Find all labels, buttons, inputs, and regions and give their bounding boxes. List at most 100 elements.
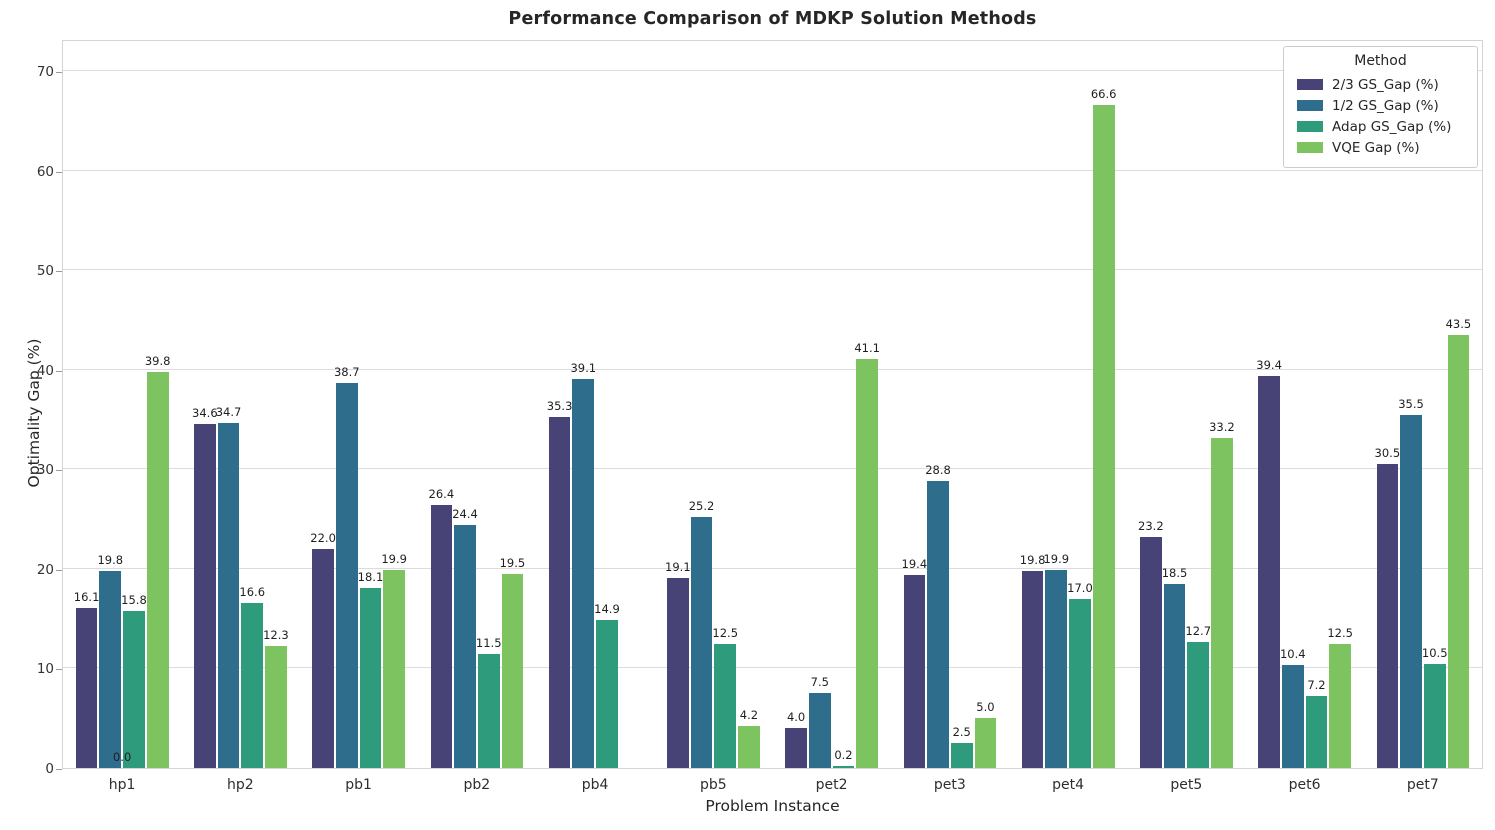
bar-group-pet7: 30.5 35.5 10.5 43.5 pet7	[1364, 41, 1482, 793]
bar-value-label: 30.5	[1374, 446, 1401, 461]
bar-value-label: 5.0	[976, 700, 995, 715]
bar-value-label: 15.8	[121, 592, 147, 607]
x-tick-label: pb4	[581, 777, 609, 793]
bar	[974, 718, 997, 768]
x-tick-label: hp1	[108, 777, 136, 793]
bar-value-label: 24.4	[452, 507, 478, 522]
bar	[738, 726, 760, 768]
bar	[572, 378, 595, 768]
bar-value-label: 39.4	[1256, 357, 1282, 372]
bar	[714, 643, 737, 768]
gridline	[63, 269, 1482, 271]
bar-slot: 23.2	[1138, 41, 1164, 768]
legend-entries: 2/3 GS_Gap (%) 1/2 GS_Gap (%) Adap GS_Gap …	[1294, 74, 1467, 158]
bar	[454, 525, 476, 768]
bar-slot: 28.8	[925, 41, 951, 768]
gridline	[63, 667, 1482, 669]
x-tick-label: pet7	[1406, 777, 1439, 793]
bar-slot: 22.0	[310, 41, 336, 768]
bar-slot: 11.5	[476, 41, 502, 768]
bar-slot: 66.6	[1090, 41, 1117, 768]
bar-group-pet3: 19.4 28.8 2.5 5.0 pet3	[891, 41, 1009, 793]
bar-value-label: 22.0	[310, 531, 336, 546]
bar-value-label: 25.2	[688, 499, 715, 514]
y-tick-label: 70	[36, 64, 54, 81]
bar-value-label: 17.0	[1067, 580, 1093, 595]
x-tick-label: pb1	[345, 777, 372, 793]
bar-value-label: 12.5	[1327, 625, 1353, 640]
bar-value-label: 10.5	[1421, 645, 1448, 660]
bar-value-label: 16.6	[239, 584, 266, 599]
y-tick-mark	[56, 669, 62, 671]
bar	[1423, 663, 1446, 768]
bar-slot: 10.4	[1279, 41, 1306, 768]
bar-value-label: 19.5	[499, 555, 526, 570]
bar	[146, 371, 169, 768]
bar	[1187, 641, 1210, 768]
bar-value-label: 66.6	[1090, 87, 1117, 102]
bar	[241, 602, 264, 768]
bar-slot: 39.1	[570, 41, 597, 768]
bar	[690, 517, 713, 768]
bar	[1021, 570, 1044, 768]
bar-slot	[619, 41, 643, 768]
x-tick-label: hp2	[227, 777, 254, 793]
bar	[99, 570, 122, 768]
bar-value-label: 43.5	[1445, 317, 1472, 332]
bar	[667, 577, 689, 768]
bar	[1258, 375, 1280, 768]
bar-value-label: 12.3	[263, 627, 289, 642]
bar	[477, 653, 500, 768]
legend-label: 2/3 GS_Gap (%)	[1332, 76, 1439, 93]
bar-slot: 35.3	[547, 41, 572, 768]
bar-group-pb1: 22.0 38.7 18.1 19.9 pb1	[300, 41, 418, 793]
y-tick-mark	[56, 271, 62, 273]
bar	[950, 743, 973, 768]
bar	[75, 607, 98, 768]
bar	[123, 610, 145, 768]
y-tick-label: 10	[36, 661, 54, 678]
bar-slot: 41.1	[854, 41, 880, 768]
bar	[1447, 335, 1470, 768]
bar	[1092, 105, 1115, 768]
bar-slot: 34.6	[192, 41, 218, 768]
bar	[1376, 464, 1399, 768]
bar-group-pb2: 26.4 24.4 11.5 19.5 pb2	[418, 41, 536, 793]
bar-value-label: 39.1	[570, 360, 597, 375]
y-tick-mark	[56, 569, 62, 571]
bar-slot: 16.6	[239, 41, 266, 768]
legend-swatch	[1297, 79, 1323, 90]
bar-slot: 12.7	[1185, 41, 1211, 768]
y-tick-mark	[56, 370, 62, 372]
x-tick-label: pb2	[463, 777, 491, 793]
zero-value-label: 0.0	[112, 750, 132, 764]
bar-group-pb4: 35.3 39.1 14.9 pb4	[536, 41, 654, 793]
bar	[785, 728, 807, 768]
bar-slot: 4.0	[784, 41, 808, 768]
bar	[1069, 598, 1091, 768]
bar-value-label: 35.5	[1398, 396, 1424, 411]
legend-entry: VQE Gap (%)	[1294, 137, 1467, 158]
bar-groups-layer: 16.1 19.8 15.8 39.8 0.0 hp1 34.6 34.7 16.6 12.3 hp…	[63, 41, 1482, 793]
x-tick-label: pet5	[1170, 777, 1203, 793]
bar	[501, 573, 524, 768]
bar-slot: 39.8	[145, 41, 170, 768]
bar-value-label: 10.4	[1279, 646, 1306, 661]
bar	[1329, 643, 1351, 768]
bar-group-pet5: 23.2 18.5 12.7 33.2 pet5	[1127, 41, 1245, 793]
bar-value-label: 23.2	[1138, 519, 1164, 534]
bar-slot: 19.1	[665, 41, 691, 768]
bar-slot: 19.5	[499, 41, 526, 768]
gridline	[63, 169, 1482, 171]
legend-entry: Adap GS_Gap (%)	[1294, 116, 1467, 137]
bar-slot: 18.1	[358, 41, 383, 768]
bar-value-label: 19.9	[1043, 551, 1070, 566]
chart-title: Performance Comparison of MDKP Solution …	[508, 9, 1037, 29]
bar-value-label: 28.8	[925, 463, 951, 478]
gridline	[63, 468, 1482, 470]
bar-group-hp1: 16.1 19.8 15.8 39.8 0.0 hp1	[63, 41, 181, 793]
legend-swatch	[1297, 121, 1323, 132]
legend: Method 2/3 GS_Gap (%) 1/2 GS_Gap (%) Adap …	[1283, 46, 1478, 168]
bar-value-label: 34.7	[215, 404, 242, 419]
